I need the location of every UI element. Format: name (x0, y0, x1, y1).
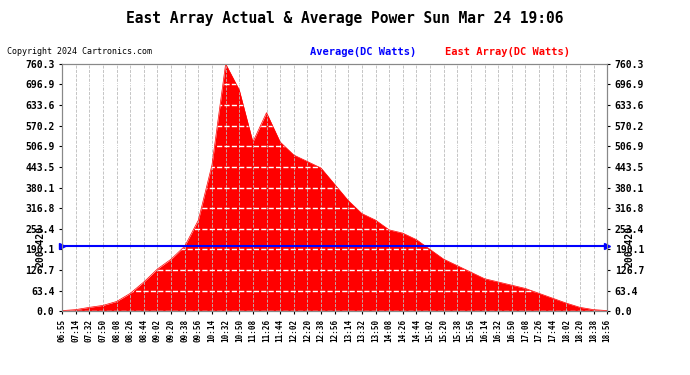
Text: East Array(DC Watts): East Array(DC Watts) (445, 47, 570, 57)
Text: East Array Actual & Average Power Sun Mar 24 19:06: East Array Actual & Average Power Sun Ma… (126, 11, 564, 26)
Text: 200.420: 200.420 (624, 225, 634, 267)
Text: Average(DC Watts): Average(DC Watts) (310, 47, 417, 57)
Text: Copyright 2024 Cartronics.com: Copyright 2024 Cartronics.com (7, 47, 152, 56)
Text: 200.420: 200.420 (35, 225, 46, 267)
